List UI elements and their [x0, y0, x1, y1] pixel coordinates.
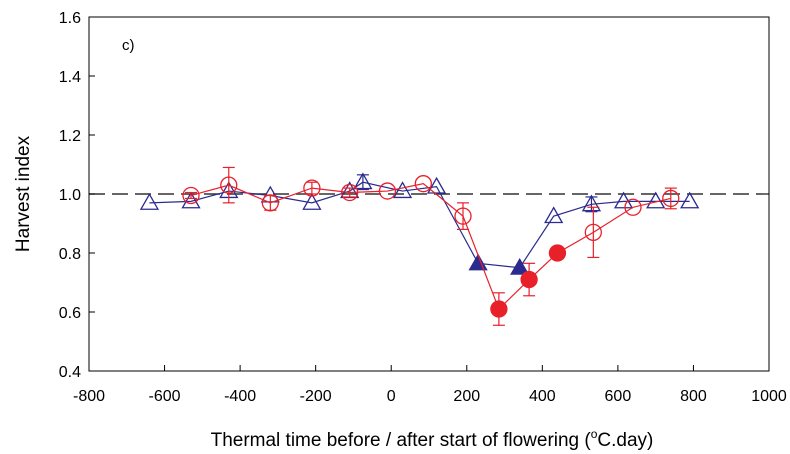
open-circle-point [341, 183, 359, 202]
x-tick-label: 200 [453, 388, 480, 405]
y-tick-label: 0.4 [59, 364, 81, 381]
y-tick-label: 0.6 [59, 305, 81, 322]
y-tick-label: 1.4 [59, 69, 81, 86]
x-tick-label: 800 [680, 388, 707, 405]
x-tick-label: -200 [300, 388, 332, 405]
open-triangle-point [581, 194, 602, 212]
x-tick-label: 0 [387, 388, 396, 405]
filled-circle-point [520, 270, 538, 289]
x-tick-label: 600 [605, 388, 632, 405]
open-triangle-point [139, 193, 160, 210]
open-triangle-point [544, 206, 564, 224]
y-axis-title: Harvest index [13, 135, 34, 252]
open-triangle-point [680, 191, 700, 209]
open-circle-point [182, 186, 200, 205]
filled-circle-point [548, 244, 567, 262]
open-circle-point [624, 198, 642, 216]
filled-triangle-point [468, 253, 488, 271]
circle-series-line [190, 183, 671, 311]
x-tick-label: 1000 [751, 388, 787, 405]
open-circle-point [454, 207, 472, 225]
open-circle-point [220, 176, 238, 194]
open-circle-point [261, 194, 279, 212]
open-triangle-point [181, 191, 201, 209]
x-axis-title-superscript: o [591, 427, 598, 441]
y-tick-label: 1.0 [59, 187, 81, 204]
x-axis-ticks: -800 -600 -400 -200 0 200 400 600 800 1000 [73, 365, 787, 405]
filled-triangle-point [510, 257, 530, 275]
chart-marks [89, 166, 769, 326]
x-axis-title-unit: C.day) [597, 430, 653, 451]
open-circle-point [303, 179, 321, 197]
x-axis-title-main: Thermal time before / after start of flo… [211, 430, 592, 451]
x-axis-title: Thermal time before / after start of flo… [211, 427, 654, 451]
x-tick-label: -600 [149, 388, 181, 405]
open-triangle-point [302, 193, 322, 210]
triangle-series-line [149, 181, 690, 269]
y-tick-label: 0.8 [59, 246, 81, 263]
open-triangle-point [613, 191, 634, 209]
y-axis-ticks: 0.4 0.6 0.8 1.0 1.2 1.4 1.6 [59, 10, 95, 381]
open-circle-point [662, 189, 680, 208]
open-circle-point [414, 175, 432, 193]
open-triangle-point [392, 181, 413, 199]
open-circle-point [378, 182, 397, 200]
y-tick-label: 1.6 [59, 10, 81, 27]
x-tick-label: -400 [224, 388, 256, 405]
x-tick-label: 400 [529, 388, 556, 405]
x-tick-label: -800 [73, 388, 105, 405]
open-triangle-point [426, 176, 447, 194]
open-triangle-point [353, 172, 373, 190]
panel-label: c) [122, 37, 135, 54]
open-circle-point [584, 223, 602, 242]
open-triangle-point [646, 191, 666, 209]
y-tick-label: 1.2 [59, 128, 81, 145]
filled-circle-point [490, 300, 508, 318]
